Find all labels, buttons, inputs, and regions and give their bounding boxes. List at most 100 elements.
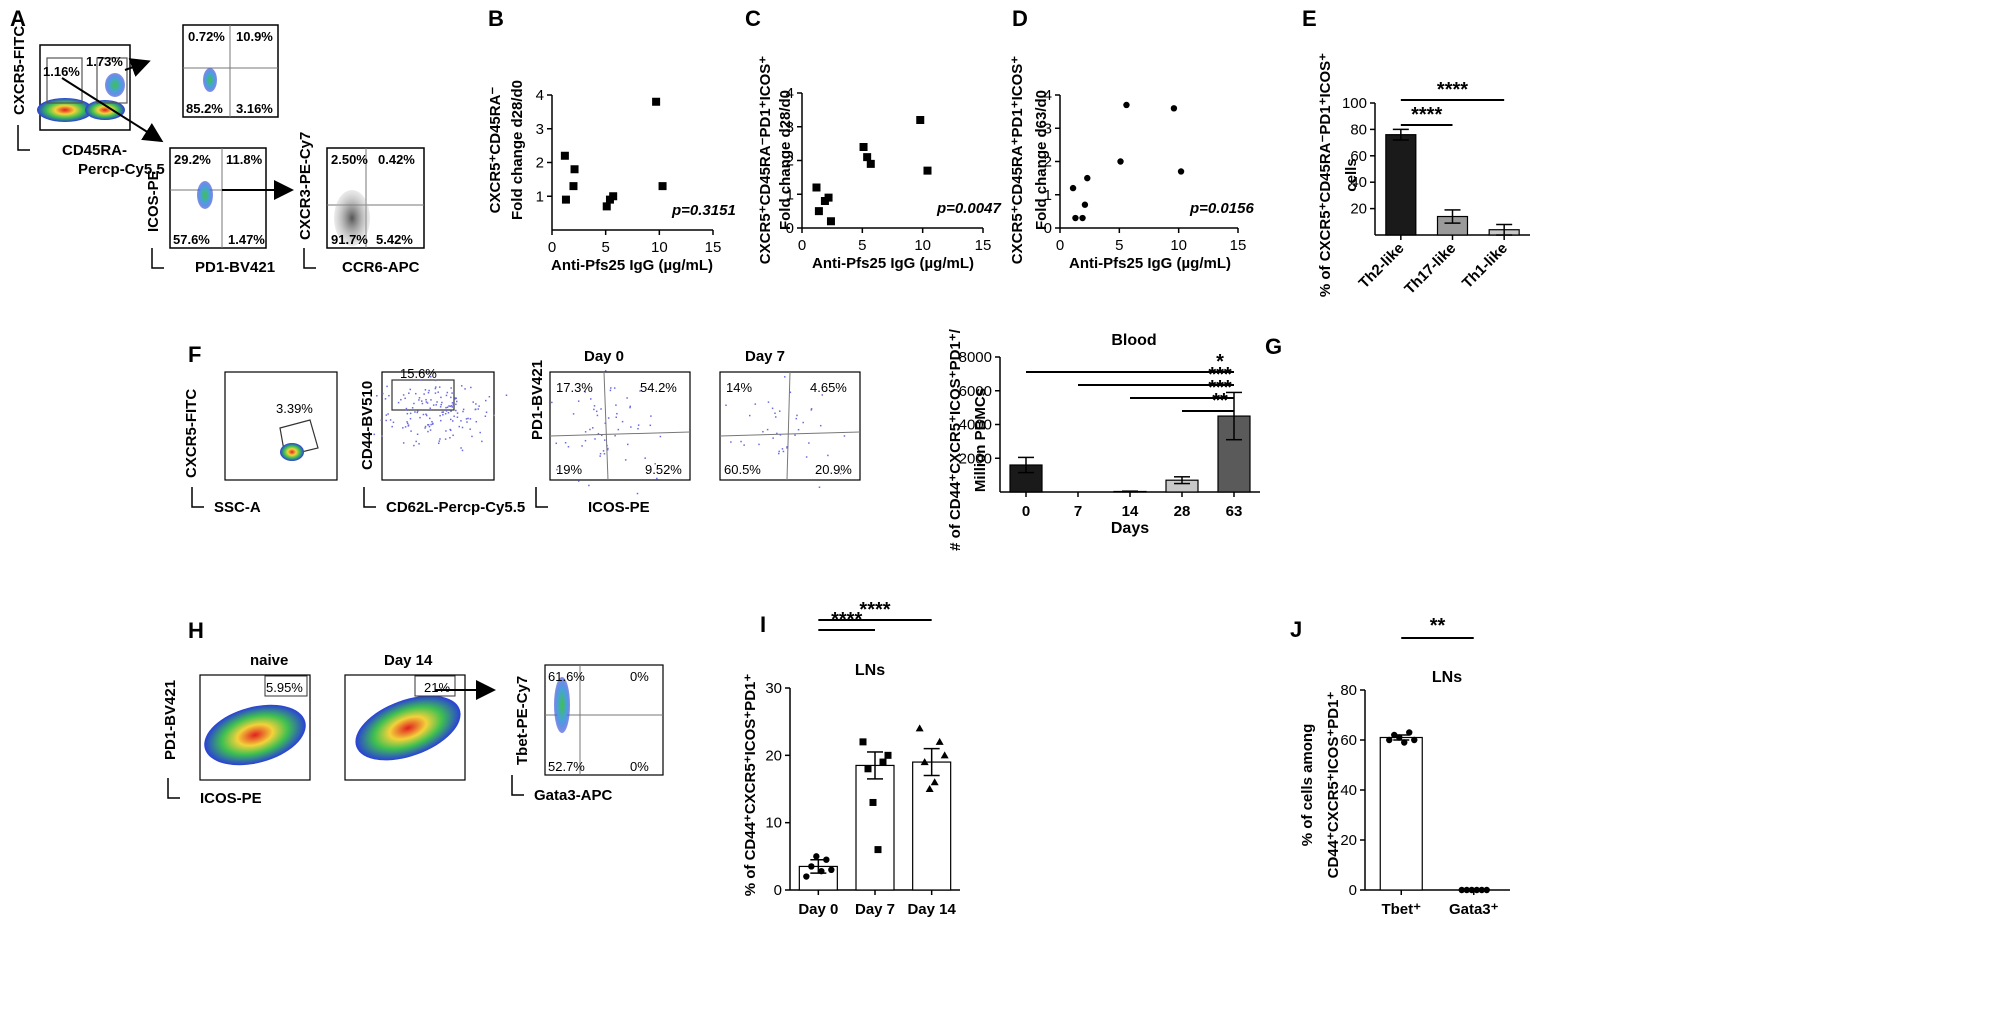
facs-event: [444, 438, 447, 440]
x-tick-label: Day 0: [798, 901, 838, 918]
facs-event: [577, 400, 580, 402]
f4-title: Day 7: [745, 348, 785, 365]
facs-event: [604, 370, 607, 372]
h3-q3: 52.7%: [548, 759, 585, 774]
facs-event: [819, 424, 822, 427]
data-point: [1411, 736, 1418, 744]
x-tick-label: Th1-like: [1459, 240, 1511, 292]
facs-event: [795, 417, 798, 420]
facs-event: [462, 410, 464, 413]
y-axis-label: CXCR5⁺CD45RA⁻: [487, 87, 504, 214]
facs-event: [385, 419, 387, 422]
facs-event: [614, 434, 616, 437]
chart-c: 0 1 2 3 4 CXCR5⁺CD45RA⁻PD1⁺ICOS⁺ Fold change d…: [757, 56, 1001, 272]
facs-event: [431, 420, 433, 423]
data-point: [1072, 214, 1079, 222]
facs-event: [453, 415, 455, 418]
data-point: [652, 97, 661, 106]
facs-event: [406, 422, 409, 425]
y-tick-label: 4: [786, 85, 794, 102]
facs-event: [440, 396, 442, 399]
facs-event: [600, 434, 603, 437]
facs-event: [419, 416, 421, 419]
data-point: [940, 751, 949, 759]
bar: [912, 761, 952, 891]
facs-a-blob1: [37, 98, 93, 122]
y-tick-label: 3: [1044, 120, 1052, 137]
data-point: [826, 217, 835, 226]
y-tick-label: 4: [1044, 87, 1052, 104]
x-tick-label: Th17-like: [1401, 240, 1459, 298]
facs-event: [805, 456, 808, 458]
facs-event: [438, 440, 441, 442]
facs-event: [616, 412, 618, 415]
facs-event: [584, 439, 587, 442]
facs-event: [425, 413, 427, 416]
facs-event: [449, 418, 452, 421]
a-main-yaxis: CXCR5-FITC: [11, 26, 28, 115]
y-tick-label: 4000: [959, 417, 992, 434]
facs-event: [464, 388, 466, 390]
facs-event: [376, 395, 378, 397]
data-point: [828, 866, 835, 873]
facs-event: [418, 443, 420, 445]
facs-event: [603, 453, 606, 455]
facs-event: [591, 427, 594, 429]
data-point: [1406, 729, 1413, 736]
facs-event: [484, 415, 487, 417]
facs-event: [385, 414, 388, 416]
y-tick-label: 60: [1340, 732, 1357, 749]
facs-event: [409, 417, 412, 420]
facs-event: [603, 439, 606, 441]
facs-event: [455, 400, 458, 403]
facs-event: [416, 410, 419, 412]
h2-title: Day 14: [384, 652, 433, 669]
f2-yaxis: CD44-BV510: [359, 381, 376, 470]
facs-event: [451, 406, 454, 408]
facs-event: [388, 394, 390, 397]
f3-q3: 19%: [556, 462, 582, 477]
facs-event: [455, 403, 457, 406]
facs-event: [593, 405, 596, 407]
data-point: [1117, 158, 1124, 165]
facs-event: [797, 428, 800, 431]
bar: [855, 764, 895, 891]
facs-event: [439, 414, 441, 417]
facs-f2: [381, 371, 495, 481]
x-tick-label: Th2-like: [1356, 240, 1408, 292]
facs-event: [810, 409, 813, 411]
facs-event: [474, 408, 477, 411]
facs-event: [437, 442, 440, 445]
facs-event: [567, 445, 570, 448]
facs-event: [462, 408, 465, 411]
data-point: [925, 785, 934, 792]
data-point: [879, 758, 887, 766]
data-point: [570, 165, 579, 174]
facs-event: [434, 392, 437, 394]
facs-event: [789, 391, 792, 394]
facs-event: [597, 432, 600, 435]
y-tick-label: 3: [786, 119, 794, 136]
facs-event: [446, 391, 449, 394]
facs-event: [639, 390, 641, 392]
facs-event: [455, 409, 457, 412]
a-sub1-q1: 0.72%: [188, 29, 225, 44]
data-point: [1401, 739, 1408, 746]
facs-event: [445, 394, 448, 397]
y-tick-label: 80: [1350, 121, 1367, 138]
facs-event: [402, 394, 405, 396]
data-point: [813, 853, 820, 860]
x-tick-label: 0: [798, 237, 806, 254]
p-value: p=0.3151: [671, 202, 736, 219]
facs-event: [425, 414, 428, 417]
facs-event: [439, 438, 441, 440]
significance-label: **: [1212, 390, 1228, 412]
facs-event: [432, 404, 435, 406]
facs-event: [408, 392, 410, 394]
p-value: p=0.0047: [936, 200, 1001, 217]
y-tick-label: 80: [1340, 682, 1357, 699]
facs-event: [410, 430, 412, 432]
facs-event: [450, 410, 452, 412]
facs-event: [485, 411, 488, 414]
facs-event: [784, 376, 786, 378]
